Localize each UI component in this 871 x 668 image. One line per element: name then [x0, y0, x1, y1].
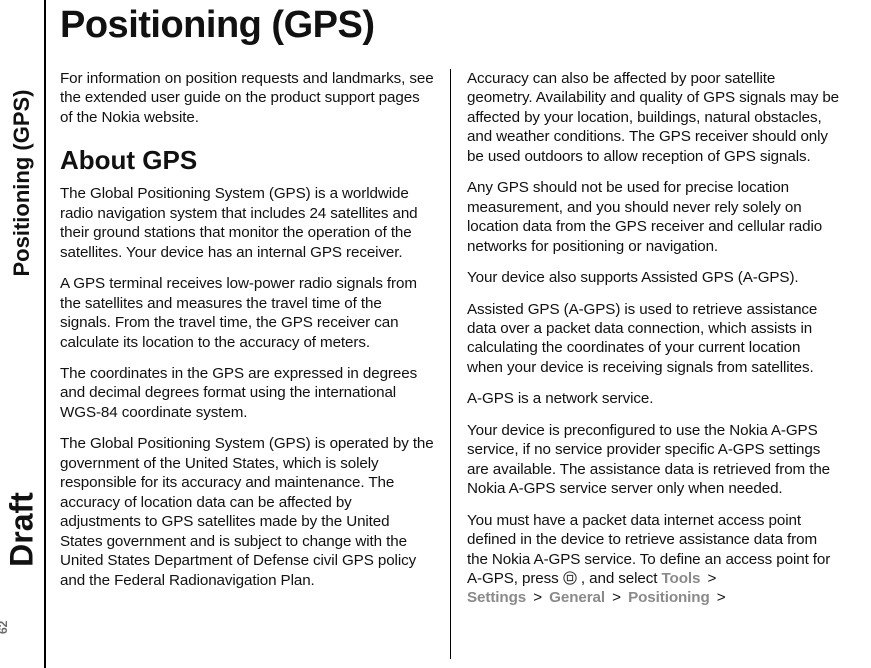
- breadcrumb-positioning[interactable]: Positioning: [628, 589, 710, 606]
- right-p7b: , and select: [581, 570, 662, 587]
- two-column-layout: For information on position requests and…: [60, 69, 860, 659]
- right-p1: Accuracy can also be affected by poor sa…: [467, 69, 840, 166]
- side-page-number: 62: [0, 621, 10, 634]
- right-p4: Assisted GPS (A-GPS) is used to retrieve…: [467, 300, 840, 378]
- left-p1: The Global Positioning System (GPS) is a…: [60, 184, 436, 262]
- side-tab: Positioning (GPS) Draft 62: [0, 0, 46, 668]
- right-p5: A-GPS is a network service.: [467, 389, 840, 408]
- page-title: Positioning (GPS): [60, 4, 860, 47]
- right-column: Accuracy can also be affected by poor sa…: [450, 69, 840, 659]
- side-tab-title: Positioning (GPS): [9, 90, 35, 277]
- chevron-right-icon: >: [714, 588, 729, 607]
- breadcrumb-settings[interactable]: Settings: [467, 589, 526, 606]
- breadcrumb-general[interactable]: General: [549, 589, 605, 606]
- right-p2: Any GPS should not be used for precise l…: [467, 178, 840, 256]
- left-column: For information on position requests and…: [60, 69, 450, 659]
- left-p2: A GPS terminal receives low-power radio …: [60, 274, 436, 352]
- right-p7: You must have a packet data internet acc…: [467, 511, 840, 608]
- left-p4: The Global Positioning System (GPS) is o…: [60, 434, 436, 590]
- draft-label: Draft: [4, 492, 41, 567]
- right-p6: Your device is preconfigured to use the …: [467, 421, 840, 499]
- about-gps-heading: About GPS: [60, 145, 436, 176]
- intro-paragraph: For information on position requests and…: [60, 69, 436, 127]
- home-key-icon: [563, 571, 577, 585]
- left-p3: The coordinates in the GPS are expressed…: [60, 364, 436, 422]
- page-content: Positioning (GPS) For information on pos…: [60, 0, 860, 668]
- chevron-right-icon: >: [704, 569, 719, 588]
- chevron-right-icon: >: [530, 588, 545, 607]
- right-p3: Your device also supports Assisted GPS (…: [467, 268, 840, 287]
- chevron-right-icon: >: [609, 588, 624, 607]
- breadcrumb-tools[interactable]: Tools: [661, 570, 700, 587]
